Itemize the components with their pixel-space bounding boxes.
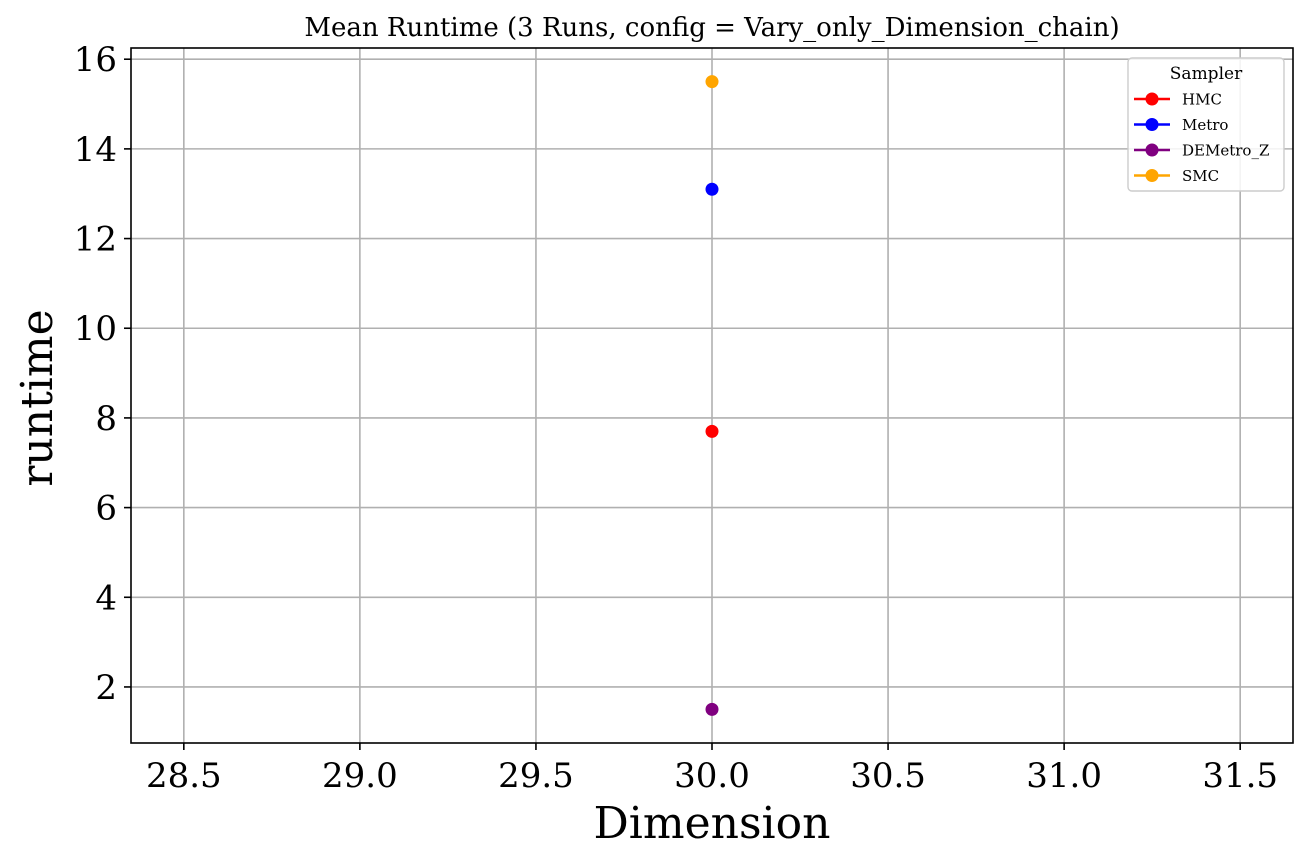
chart-title: Mean Runtime (3 Runs, config = Vary_only…: [304, 13, 1119, 43]
legend-marker: [1145, 169, 1159, 182]
data-point-metro: [705, 182, 719, 196]
legend-marker: [1145, 92, 1159, 106]
legend-marker: [1145, 118, 1159, 131]
y-tick-label: 8: [95, 399, 117, 439]
legend-entry: Metro: [1134, 116, 1228, 134]
legend-label: HMC: [1182, 91, 1222, 109]
axis-ticks: 28.5 29.0 29.5 30.0 30.5 31.0 31.5 2 4 6 8 10 12 14 16: [74, 40, 1278, 796]
legend: Sampler HMC Metro DEMetro_Z SMC: [1127, 57, 1285, 192]
y-tick-label: 2: [95, 668, 117, 708]
legend-label: DEMetro_Z: [1182, 142, 1269, 160]
x-tick-label: 31.5: [1202, 756, 1278, 796]
y-tick-label: 12: [74, 220, 117, 260]
x-tick-label: 31.0: [1026, 756, 1102, 796]
legend-entry: HMC: [1134, 91, 1222, 109]
legend-label: Metro: [1182, 116, 1228, 134]
data-points: [705, 75, 719, 716]
y-tick-label: 14: [74, 130, 117, 170]
legend-title: Sampler: [1170, 64, 1243, 84]
y-tick-label: 4: [95, 578, 117, 618]
x-tick-label: 28.5: [146, 756, 222, 796]
legend-entry: DEMetro_Z: [1134, 142, 1269, 160]
legend-box: [1127, 57, 1285, 192]
legend-marker: [1145, 143, 1159, 157]
legend-entries: HMC Metro DEMetro_Z SMC: [1134, 91, 1269, 185]
legend-entry: SMC: [1134, 167, 1219, 185]
x-tick-label: 30.5: [850, 756, 926, 796]
y-tick-label: 16: [74, 40, 117, 80]
legend-label: SMC: [1182, 167, 1219, 185]
data-point-hmc: [705, 424, 719, 438]
y-tick-label: 10: [74, 309, 117, 349]
x-tick-label: 29.5: [498, 756, 574, 796]
data-point-demetro-z: [705, 702, 719, 716]
grid: [131, 48, 1293, 743]
y-tick-label: 6: [95, 489, 117, 529]
x-axis-label: Dimension: [594, 798, 831, 849]
y-axis-label: runtime: [12, 309, 63, 486]
data-point-smc: [705, 75, 719, 89]
x-tick-label: 29.0: [322, 756, 398, 796]
x-tick-label: 30.0: [674, 756, 750, 796]
